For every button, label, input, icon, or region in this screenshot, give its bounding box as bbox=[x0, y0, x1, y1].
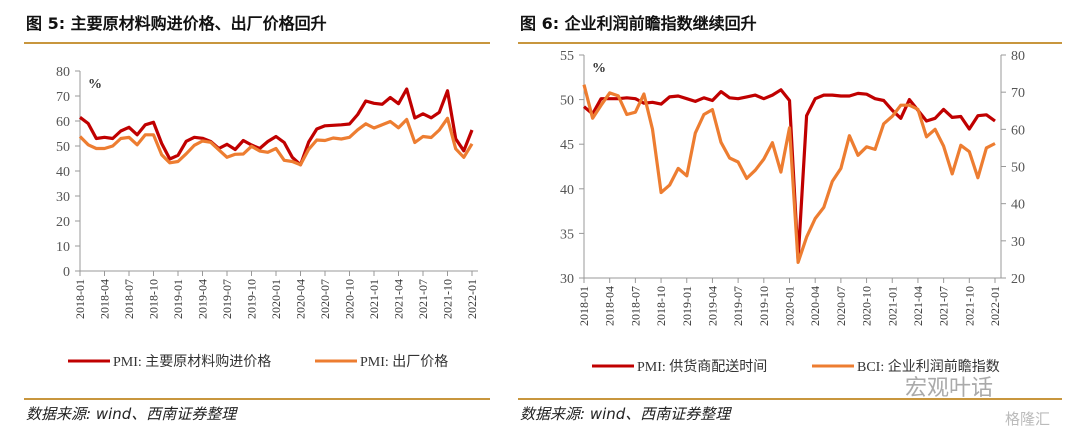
x-tick-label: 2020-07 bbox=[318, 279, 332, 319]
y-tick-label: 30 bbox=[56, 190, 70, 205]
title-rule-right bbox=[518, 42, 1062, 44]
y-tick-label: 50 bbox=[56, 140, 70, 155]
x-tick-label: 2021-01 bbox=[885, 286, 899, 326]
y-tick-label: 20 bbox=[56, 215, 70, 230]
y-tick-label: 50 bbox=[560, 94, 574, 109]
legend-label-2: PMI: 出厂价格 bbox=[360, 354, 448, 370]
title-rule-left bbox=[24, 42, 490, 44]
series-line-1 bbox=[582, 88, 996, 261]
x-tick-label: 2019-10 bbox=[245, 279, 259, 319]
watermark-logo: 格隆汇 bbox=[1005, 410, 1051, 428]
legend-label-1: PMI: 供货商配送时间 bbox=[637, 358, 767, 375]
x-tick-label: 2018-10 bbox=[654, 286, 668, 326]
x-tick-label: 2019-07 bbox=[220, 279, 234, 319]
x-tick-label: 2018-01 bbox=[577, 286, 591, 326]
x-tick-label: 2021-04 bbox=[911, 286, 925, 326]
x-tick-label: 2020-01 bbox=[783, 286, 797, 326]
y2-tick-label: 50 bbox=[1011, 161, 1025, 176]
y-tick-label: 10 bbox=[56, 240, 70, 255]
unit-label: % bbox=[592, 61, 606, 76]
chart-5-source: 数据来源: wind、西南证券整理 bbox=[26, 405, 237, 423]
y2-tick-label: 30 bbox=[1011, 235, 1025, 250]
y-tick-label: 35 bbox=[560, 227, 574, 242]
x-tick-label: 2019-01 bbox=[171, 279, 185, 319]
y-tick-label: 0 bbox=[63, 265, 70, 280]
chart-6-title: 图 6: 企业利润前瞻指数继续回升 bbox=[520, 14, 757, 33]
y2-tick-label: 40 bbox=[1011, 198, 1025, 213]
x-tick-label: 2021-10 bbox=[962, 286, 976, 326]
x-tick-label: 2021-07 bbox=[937, 286, 951, 326]
source-rule-left bbox=[24, 398, 490, 400]
x-tick-label: 2019-04 bbox=[705, 286, 719, 326]
chart-5: 0 10 20 30 40 50 60 70 80% 2018-01 2018-04 2018-07 2… bbox=[56, 65, 479, 370]
y-tick-label: 60 bbox=[56, 115, 70, 130]
y-tick-label: 30 bbox=[560, 272, 574, 287]
y-tick-label: 70 bbox=[56, 90, 70, 105]
y-tick-label: 45 bbox=[560, 138, 574, 153]
chart-5-title: 图 5: 主要原材料购进价格、出厂价格回升 bbox=[26, 14, 327, 33]
x-tick-label: 2019-01 bbox=[680, 286, 694, 326]
x-tick-label: 2020-04 bbox=[294, 279, 308, 319]
x-tick-label: 2021-04 bbox=[392, 279, 406, 319]
x-tick-label: 2020-07 bbox=[834, 286, 848, 326]
x-tick-label: 2020-01 bbox=[269, 279, 283, 319]
chart-6-source: 数据来源: wind、西南证券整理 bbox=[520, 405, 731, 423]
legend-label-1: PMI: 主要原材料购进价格 bbox=[113, 354, 271, 370]
series-line-1 bbox=[79, 87, 474, 167]
y2-tick-label: 60 bbox=[1011, 123, 1025, 138]
x-tick-label: 2018-07 bbox=[122, 279, 136, 319]
x-tick-label: 2020-10 bbox=[860, 286, 874, 326]
x-tick-label: 2021-10 bbox=[441, 279, 455, 319]
y2-tick-label: 80 bbox=[1011, 49, 1025, 64]
x-tick-label: 2022-01 bbox=[465, 279, 479, 319]
series-line-2 bbox=[582, 84, 996, 264]
series-line-2 bbox=[78, 116, 474, 167]
x-tick-label: 2018-07 bbox=[628, 286, 642, 326]
x-tick-label: 2022-01 bbox=[988, 286, 1002, 326]
x-tick-label: 2018-01 bbox=[73, 279, 87, 319]
y2-tick-label: 70 bbox=[1011, 86, 1025, 101]
x-tick-label: 2019-04 bbox=[196, 279, 210, 319]
x-tick-label: 2020-10 bbox=[343, 279, 357, 319]
x-tick-label: 2018-04 bbox=[603, 286, 617, 326]
legend-label-2: BCI: 企业利润前瞻指数 bbox=[857, 358, 1000, 375]
x-tick-label: 2021-01 bbox=[367, 279, 381, 319]
x-tick-label: 2018-10 bbox=[147, 279, 161, 319]
x-tick-label: 2019-07 bbox=[731, 286, 745, 326]
x-tick-label: 2021-07 bbox=[416, 279, 430, 319]
y-tick-label: 40 bbox=[56, 165, 70, 180]
y-tick-label: 80 bbox=[56, 65, 70, 80]
source-rule-right bbox=[518, 398, 1062, 400]
y2-tick-label: 20 bbox=[1011, 272, 1025, 287]
y-tick-label: 55 bbox=[560, 49, 574, 64]
unit-label: % bbox=[88, 77, 102, 92]
x-tick-label: 2020-04 bbox=[808, 286, 822, 326]
x-tick-label: 2018-04 bbox=[98, 279, 112, 319]
y-tick-label: 40 bbox=[560, 183, 574, 198]
x-tick-label: 2019-10 bbox=[757, 286, 771, 326]
watermark-wechat-text: 宏观叶话 bbox=[905, 376, 994, 401]
